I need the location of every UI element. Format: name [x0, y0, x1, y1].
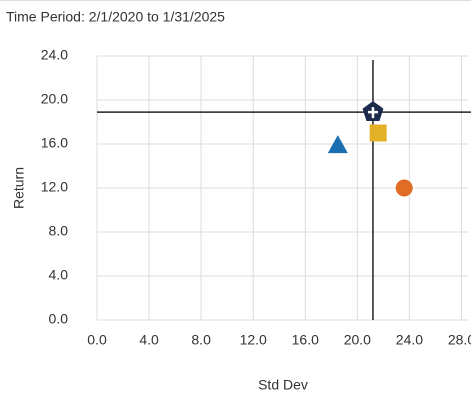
x-tick-label: 0.0	[87, 332, 107, 348]
point-cross	[367, 107, 378, 119]
x-axis-label: Std Dev	[258, 377, 308, 393]
y-tick-label: 24.0	[41, 47, 68, 63]
x-tick-label: 20.0	[344, 332, 371, 348]
y-tick-label: 16.0	[41, 135, 68, 151]
x-tick-label: 4.0	[139, 332, 159, 348]
y-tick-label: 8.0	[49, 223, 69, 239]
x-tick-label: 28.0	[448, 332, 471, 348]
x-tick-label: 24.0	[396, 332, 423, 348]
y-tick-label: 12.0	[41, 179, 68, 195]
y-axis-label: Return	[11, 167, 27, 209]
point	[369, 124, 387, 142]
x-tick-label: 12.0	[240, 332, 267, 348]
y-tick-label: 4.0	[49, 267, 69, 283]
x-tick-label: 8.0	[191, 332, 211, 348]
y-tick-label: 20.0	[41, 91, 68, 107]
y-tick-label: 0.0	[49, 311, 69, 327]
x-tick-label: 16.0	[292, 332, 319, 348]
point	[395, 179, 413, 197]
point	[327, 135, 348, 154]
chart-subtitle: Time Period: 2/1/2020 to 1/31/2025	[6, 9, 225, 25]
